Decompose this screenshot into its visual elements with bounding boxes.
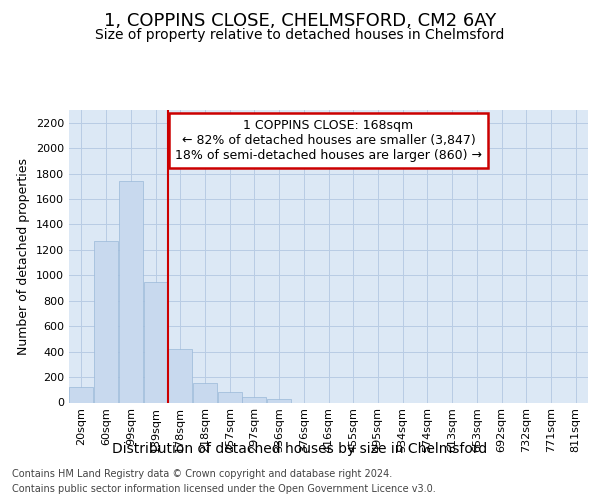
Y-axis label: Number of detached properties: Number of detached properties <box>17 158 31 355</box>
Bar <box>168 349 192 403</box>
Bar <box>119 181 143 402</box>
Bar <box>242 398 266 402</box>
Bar <box>267 400 291 402</box>
Text: 1, COPPINS CLOSE, CHELMSFORD, CM2 6AY: 1, COPPINS CLOSE, CHELMSFORD, CM2 6AY <box>104 12 496 30</box>
Bar <box>218 392 242 402</box>
Text: Contains HM Land Registry data © Crown copyright and database right 2024.: Contains HM Land Registry data © Crown c… <box>12 469 392 479</box>
Bar <box>94 241 118 402</box>
Text: Size of property relative to detached houses in Chelmsford: Size of property relative to detached ho… <box>95 28 505 42</box>
Text: 1 COPPINS CLOSE: 168sqm
← 82% of detached houses are smaller (3,847)
18% of semi: 1 COPPINS CLOSE: 168sqm ← 82% of detache… <box>175 119 482 162</box>
Text: Contains public sector information licensed under the Open Government Licence v3: Contains public sector information licen… <box>12 484 436 494</box>
Text: Distribution of detached houses by size in Chelmsford: Distribution of detached houses by size … <box>112 442 488 456</box>
Bar <box>193 384 217 402</box>
Bar <box>70 387 94 402</box>
Bar <box>143 282 167 403</box>
